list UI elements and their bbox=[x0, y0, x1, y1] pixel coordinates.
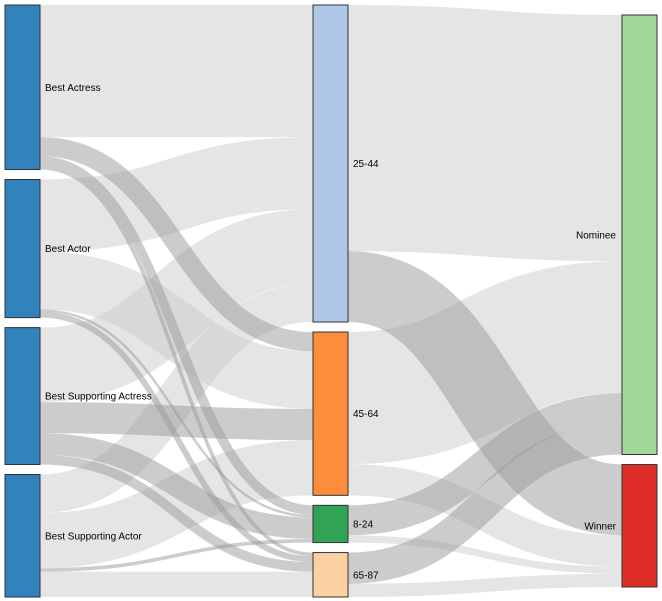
node-bar-25-44 bbox=[312, 4, 349, 323]
node-label-best-supporting-actor: Best Supporting Actor bbox=[45, 531, 142, 542]
link-25-44-to-winner bbox=[345, 251, 625, 536]
link-best-supporting-actress-to-45-64 bbox=[39, 402, 314, 441]
node-best-actress: Best Actress bbox=[4, 4, 101, 171]
link-best-actress-to-8-24 bbox=[39, 156, 314, 515]
link-65-87-to-nominee bbox=[347, 423, 623, 584]
link-best-supporting-actor-to-8-24 bbox=[39, 538, 314, 572]
node-label-best-actress: Best Actress bbox=[45, 83, 101, 94]
link-best-supporting-actress-to-65-87 bbox=[39, 454, 314, 572]
node-8-24: 8-24 bbox=[312, 504, 373, 544]
node-bar-nominee bbox=[621, 14, 658, 456]
node-winner: Winner bbox=[584, 464, 658, 588]
node-nominee: Nominee bbox=[576, 14, 658, 456]
link-best-actress-to-45-64 bbox=[39, 137, 314, 352]
link-65-87-to-winner bbox=[347, 573, 623, 597]
node-bar-winner bbox=[621, 464, 658, 588]
node-label-winner: Winner bbox=[584, 521, 616, 532]
link-8-24-to-winner bbox=[347, 535, 623, 574]
node-best-supporting-actor: Best Supporting Actor bbox=[4, 474, 142, 598]
node-label-65-87: 65-87 bbox=[353, 570, 379, 581]
node-label-nominee: Nominee bbox=[576, 230, 616, 241]
link-best-supporting-actress-to-25-44 bbox=[38, 209, 315, 403]
node-label-25-44: 25-44 bbox=[353, 159, 379, 170]
link-best-supporting-actress-to-8-24 bbox=[39, 433, 314, 539]
node-65-87: 65-87 bbox=[312, 552, 379, 598]
link-best-actor-to-25-44 bbox=[39, 137, 314, 252]
node-25-44: 25-44 bbox=[312, 4, 379, 323]
node-bar-8-24 bbox=[312, 504, 349, 544]
node-label-8-24: 8-24 bbox=[353, 519, 373, 530]
node-bar-best-actor bbox=[4, 179, 41, 319]
link-best-supporting-actor-to-45-64 bbox=[39, 440, 314, 569]
node-label-best-actor: Best Actor bbox=[45, 244, 91, 255]
node-best-supporting-actress: Best Supporting Actress bbox=[4, 327, 152, 466]
link-best-actor-to-65-87 bbox=[39, 311, 314, 563]
node-bar-best-actress bbox=[4, 4, 41, 171]
node-best-actor: Best Actor bbox=[4, 179, 91, 319]
node-bar-45-64 bbox=[312, 331, 349, 496]
link-25-44-to-nominee bbox=[347, 5, 623, 262]
node-label-best-supporting-actress: Best Supporting Actress bbox=[45, 392, 152, 403]
node-label-45-64: 45-64 bbox=[353, 409, 379, 420]
link-best-supporting-actor-to-25-44 bbox=[39, 283, 314, 513]
link-8-24-to-nominee bbox=[347, 393, 623, 536]
nodes-layer: Best Actress Best Actor Best Supporting Ac… bbox=[4, 4, 658, 598]
node-bar-65-87 bbox=[312, 552, 349, 598]
node-45-64: 45-64 bbox=[312, 331, 379, 496]
links-layer bbox=[38, 4, 625, 597]
node-bar-best-supporting-actor bbox=[4, 474, 41, 598]
node-bar-best-supporting-actress bbox=[4, 327, 41, 466]
